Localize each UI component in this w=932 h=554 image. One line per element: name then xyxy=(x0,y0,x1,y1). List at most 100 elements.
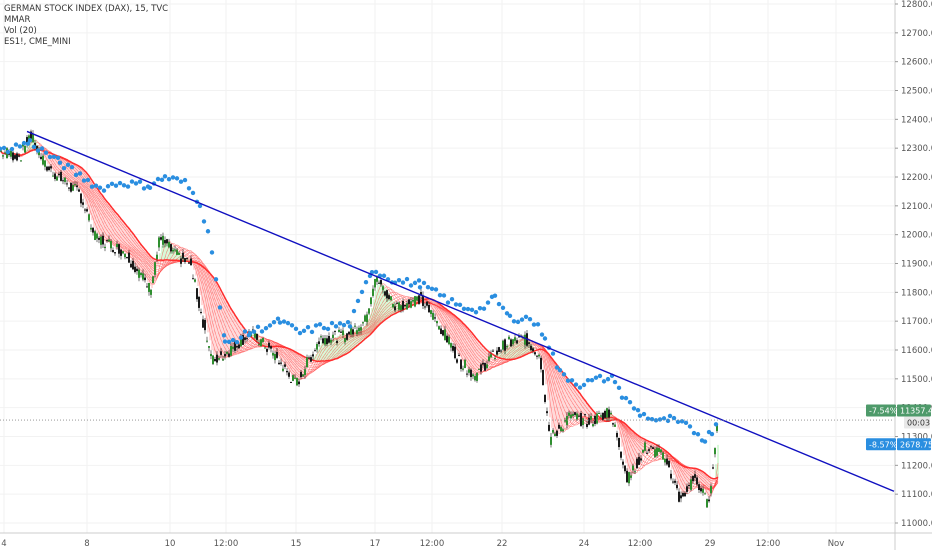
candle-body xyxy=(444,329,446,341)
candle-body xyxy=(532,348,534,351)
es-overlay-dot xyxy=(702,439,708,444)
candle-body xyxy=(376,276,378,282)
candle-body xyxy=(0,150,2,152)
candle-body xyxy=(682,492,684,497)
candle-body xyxy=(294,377,296,379)
candle-body xyxy=(254,331,256,338)
es-overlay-dot xyxy=(17,144,23,149)
es-overlay-dot xyxy=(325,326,331,332)
candle-body xyxy=(358,327,360,332)
candle-body xyxy=(650,446,652,448)
legend-symbol[interactable]: GERMAN STOCK INDEX (DAX), 15, TVC xyxy=(4,4,169,14)
candle-body xyxy=(610,412,612,415)
legend-indicator-volume[interactable]: Vol (20) xyxy=(4,26,37,36)
candle-body xyxy=(422,295,424,306)
candle-body xyxy=(330,339,332,343)
candle-body xyxy=(402,300,404,310)
candle-body xyxy=(264,347,266,349)
candle-body xyxy=(352,329,354,335)
candle-body xyxy=(64,177,66,182)
candle-body xyxy=(604,410,606,418)
time-tick-label: 12:00 xyxy=(628,539,653,549)
es-overlay-dot xyxy=(117,180,123,186)
candle-body xyxy=(94,231,96,240)
candle-body xyxy=(304,369,306,376)
candle-body xyxy=(362,322,364,324)
price-tick-label: 12800.0 xyxy=(901,0,932,10)
candle-body xyxy=(122,251,124,254)
candle-body xyxy=(316,343,318,350)
candle-body xyxy=(630,475,632,478)
es-overlay-dot xyxy=(577,385,583,390)
es-overlay-dot xyxy=(527,316,533,322)
es-overlay-dot xyxy=(47,154,53,160)
es-overlay-dot xyxy=(39,146,45,151)
candle-body xyxy=(384,291,386,296)
candle-body xyxy=(178,252,180,255)
es-overlay-dot xyxy=(429,286,435,291)
es-change-badge: -8.57% xyxy=(869,440,898,449)
es-overlay-dot xyxy=(569,378,575,383)
candle-body xyxy=(518,336,520,338)
price-tick-label: 11900.0 xyxy=(901,260,932,270)
candle-body xyxy=(112,250,114,253)
es-overlay-dot xyxy=(77,171,83,176)
candle-body xyxy=(336,340,338,343)
candle-body xyxy=(148,283,150,292)
candle-body xyxy=(684,492,686,497)
es-overlay-dot xyxy=(381,273,387,278)
candle-body xyxy=(52,175,54,177)
es-overlay-dot xyxy=(507,313,513,319)
candle-body xyxy=(220,351,222,355)
ribbon-slow-ma xyxy=(0,149,719,480)
legend-indicator-es-overlay[interactable]: ES1!, CME_MINI xyxy=(4,37,71,47)
candle-body xyxy=(468,369,470,373)
candle-body xyxy=(208,346,210,348)
candle-body xyxy=(416,296,418,301)
es-overlay-dot xyxy=(408,283,414,288)
candle-body xyxy=(98,237,100,240)
legend-indicator-mmar[interactable]: MMAR xyxy=(4,15,31,25)
es-overlay-dot xyxy=(404,276,410,282)
price-tick-label: 12700.0 xyxy=(901,29,932,39)
candle-body xyxy=(506,346,508,348)
candle-body xyxy=(272,352,274,356)
candle-body xyxy=(118,244,120,254)
candle-body xyxy=(190,258,192,266)
es-overlay-dot xyxy=(13,142,19,147)
candle-body xyxy=(492,350,494,352)
candle-body xyxy=(502,340,504,350)
es-overlay-dot xyxy=(182,177,188,183)
candle-body xyxy=(392,303,394,308)
price-tick-label: 11300.0 xyxy=(901,433,932,443)
candle-body xyxy=(128,252,130,263)
es-overlay-dot xyxy=(69,164,75,170)
es-overlay-dot xyxy=(162,174,168,179)
es-overlay-dot xyxy=(57,160,63,165)
es-overlay-dot xyxy=(9,146,15,152)
candle-body xyxy=(570,414,572,419)
candle-body xyxy=(186,257,188,259)
candle-body xyxy=(670,473,672,479)
es-overlay-dot xyxy=(675,419,681,425)
trendline[interactable] xyxy=(26,130,895,492)
candle-body xyxy=(568,412,570,416)
candle-body xyxy=(654,449,656,458)
candle-body xyxy=(686,486,688,492)
candle-body xyxy=(374,279,376,288)
es-price-badge-bg xyxy=(897,438,931,451)
candle-body xyxy=(292,375,294,381)
candle-body xyxy=(702,488,704,493)
es-overlay-dot xyxy=(373,269,379,275)
es-overlay-dot xyxy=(581,382,587,388)
es-overlay-dot xyxy=(230,337,236,343)
candle-body xyxy=(508,336,510,340)
candle-body xyxy=(372,288,374,296)
es-overlay-dot xyxy=(147,185,153,191)
es-overlay-dot xyxy=(222,339,228,344)
candle-body xyxy=(150,289,152,295)
es-overlay-dot xyxy=(137,179,143,184)
candle-body xyxy=(56,176,58,181)
